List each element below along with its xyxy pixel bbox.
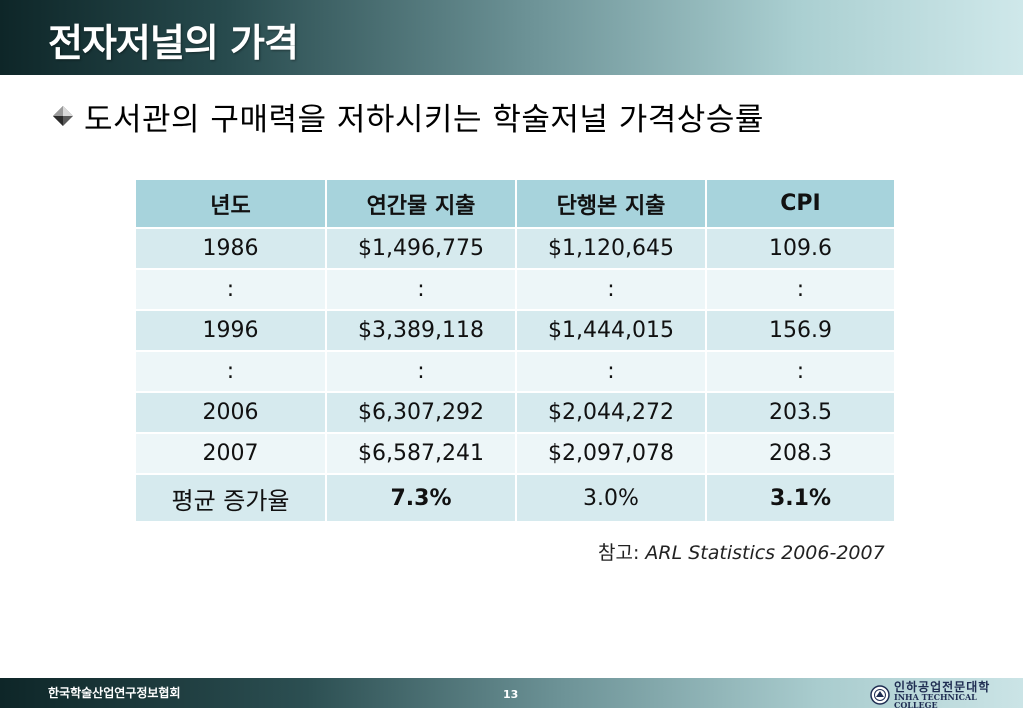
cell-year: 2007 xyxy=(136,433,327,475)
average-growth-monograph: 3.0% xyxy=(516,474,707,523)
footer-organization: 한국학술산업연구정보협회 xyxy=(48,686,181,700)
slide-title: 전자저널의 가격 xyxy=(48,21,299,65)
average-growth-cpi: 3.1% xyxy=(706,474,894,523)
cell-cpi: 203.5 xyxy=(706,392,894,434)
average-growth-serial: 7.3% xyxy=(326,474,517,523)
cell-year: : xyxy=(136,351,327,393)
cell-monograph: $1,444,015 xyxy=(516,310,707,352)
cell-serial: : xyxy=(326,351,517,393)
table-row: 1996 $3,389,118 $1,444,015 156.9 xyxy=(136,310,894,352)
table-row: 1986 $1,496,775 $1,120,645 109.6 xyxy=(136,228,894,270)
cell-cpi: 208.3 xyxy=(706,433,894,475)
reference-label: 참고: xyxy=(598,542,646,564)
header-monograph-spending: 단행본 지출 xyxy=(516,180,707,229)
table-row: : : : : xyxy=(136,351,894,393)
logo-english-name: INHA TECHNICAL COLLEGE xyxy=(893,692,977,710)
average-growth-label: 평균 증가율 xyxy=(136,474,327,523)
cell-serial: $6,307,292 xyxy=(326,392,517,434)
cell-year: 1986 xyxy=(136,228,327,270)
cell-cpi: 156.9 xyxy=(706,310,894,352)
cell-monograph: $2,044,272 xyxy=(516,392,707,434)
title-bar: 전자저널의 가격 xyxy=(0,0,1023,75)
cell-monograph: : xyxy=(516,351,707,393)
cell-cpi: : xyxy=(706,269,894,311)
bullet-point: 도서관의 구매력을 저하시키는 학술저널 가격상승률 xyxy=(52,94,764,138)
table-row: 2006 $6,307,292 $2,044,272 203.5 xyxy=(136,392,894,434)
cell-serial: $3,389,118 xyxy=(326,310,517,352)
header-serial-spending: 연간물 지출 xyxy=(326,180,517,229)
cell-monograph: $1,120,645 xyxy=(516,228,707,270)
cell-year: : xyxy=(136,269,327,311)
cell-monograph: $2,097,078 xyxy=(516,433,707,475)
cell-serial: $6,587,241 xyxy=(326,433,517,475)
cell-monograph: : xyxy=(516,269,707,311)
cell-year: 1996 xyxy=(136,310,327,352)
reference-note: 참고: ARL Statistics 2006-2007 xyxy=(598,538,885,565)
table-header-row: 년도 연간물 지출 단행본 지출 CPI xyxy=(136,180,894,229)
cell-cpi: : xyxy=(706,351,894,393)
diamond-bullet-icon xyxy=(53,106,73,126)
college-emblem-icon xyxy=(870,685,890,705)
page-number: 13 xyxy=(503,688,519,701)
cell-serial: : xyxy=(326,269,517,311)
table-summary-row: 평균 증가율 7.3% 3.0% 3.1% xyxy=(136,474,894,523)
bullet-text: 도서관의 구매력을 저하시키는 학술저널 가격상승률 xyxy=(84,101,764,138)
footer-bar: 한국학술산업연구정보협회 13 인하공업전문대학 INHA TECHNICAL … xyxy=(0,678,1023,709)
header-cpi: CPI xyxy=(706,180,894,229)
cell-year: 2006 xyxy=(136,392,327,434)
logo-korean-name: 인하공업전문대학 xyxy=(893,680,991,694)
cell-serial: $1,496,775 xyxy=(326,228,517,270)
table-row: 2007 $6,587,241 $2,097,078 208.3 xyxy=(136,433,894,475)
table-row: : : : : xyxy=(136,269,894,311)
statistics-table: 년도 연간물 지출 단행본 지출 CPI 1986 $1,496,775 $1,… xyxy=(136,180,894,523)
header-year: 년도 xyxy=(136,180,327,229)
cell-cpi: 109.6 xyxy=(706,228,894,270)
reference-source: ARL Statistics 2006-2007 xyxy=(645,542,885,564)
college-logo: 인하공업전문대학 INHA TECHNICAL COLLEGE xyxy=(870,681,1023,709)
